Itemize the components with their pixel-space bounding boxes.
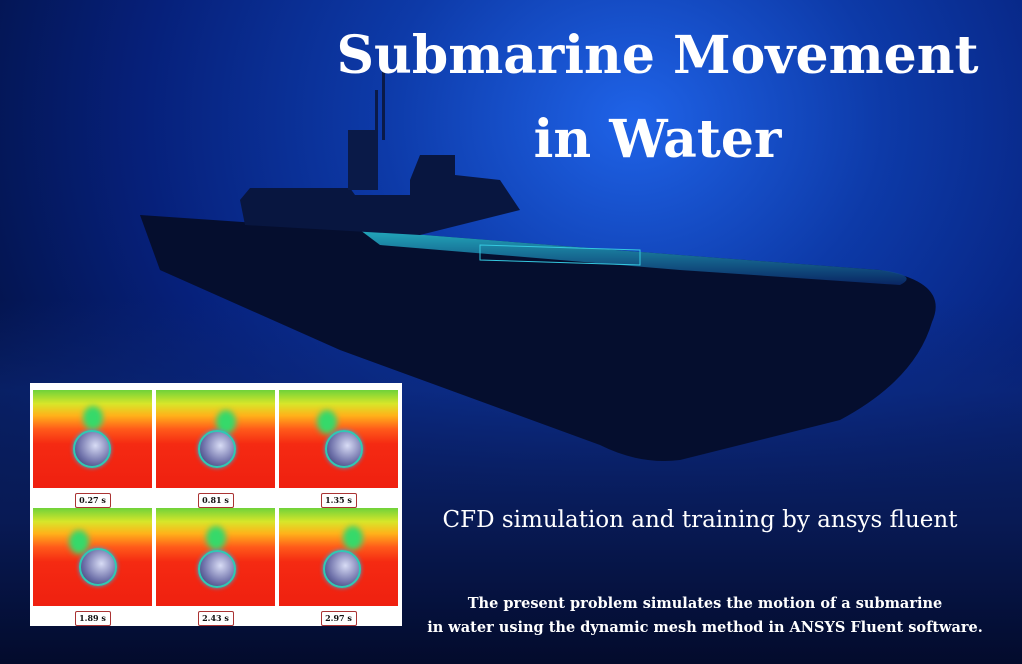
contour-image: [33, 508, 152, 606]
snapshot: 1.35 s: [279, 390, 398, 508]
description-line-1: The present problem simulates the motion…: [467, 595, 943, 612]
contour-image: [279, 390, 398, 488]
simulation-snapshots-panel: 0.27 s 0.81 s 1.35 s 1.89 s 2.43 s 2.97 …: [30, 383, 402, 626]
time-label: 2.97 s: [320, 611, 357, 626]
subtitle: CFD simulation and training by ansys flu…: [442, 507, 958, 533]
contour-image: [156, 390, 275, 488]
snapshot: 0.81 s: [156, 390, 275, 508]
contour-image: [156, 508, 275, 606]
description-line-2: in water using the dynamic mesh method i…: [427, 619, 983, 636]
submarine-image: [140, 70, 936, 461]
time-label: 0.81 s: [197, 493, 234, 508]
page-title: Submarine Movement in Water: [330, 14, 985, 182]
title-line-2: in Water: [533, 109, 782, 170]
time-label: 0.27 s: [74, 493, 111, 508]
snapshot: 0.27 s: [33, 390, 152, 508]
time-label: 1.89 s: [74, 611, 111, 626]
time-label: 1.35 s: [320, 493, 357, 508]
title-line-1: Submarine Movement: [336, 25, 979, 86]
snapshot: 2.43 s: [156, 508, 275, 626]
contour-image: [33, 390, 152, 488]
snapshot: 2.97 s: [279, 508, 398, 626]
time-label: 2.43 s: [197, 611, 234, 626]
description: The present problem simulates the motion…: [420, 592, 990, 640]
contour-image: [279, 508, 398, 606]
snapshot: 1.89 s: [33, 508, 152, 626]
